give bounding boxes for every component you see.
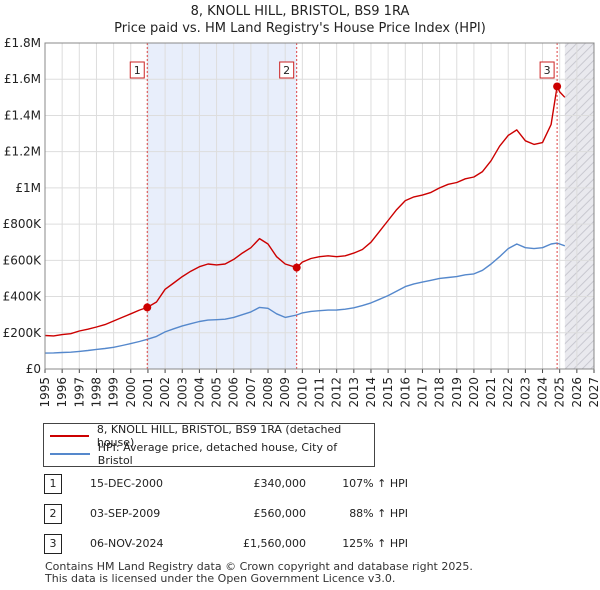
- sale-label-box: [539, 61, 555, 79]
- x-tick-label: 2006: [227, 377, 241, 408]
- x-tick-label: 2005: [210, 377, 224, 408]
- sale-label: 1: [134, 64, 141, 77]
- x-tick-label: 2020: [467, 377, 481, 408]
- y-tick-label: £0: [26, 362, 41, 376]
- sale-hpi-change: 88% ↑ HPI: [349, 507, 408, 520]
- sale-date: 03-SEP-2009: [90, 507, 161, 520]
- x-tick-label: 2018: [433, 377, 447, 408]
- plot-frame: [44, 42, 595, 370]
- x-tick-label: 2014: [364, 377, 378, 408]
- sale-point: [292, 263, 301, 272]
- x-tick-label: 2016: [398, 377, 412, 408]
- x-tick-label: 2013: [347, 377, 361, 408]
- footer-licence: This data is licensed under the Open Gov…: [45, 572, 396, 585]
- legend-label-hpi: HPI: Average price, detached house, City…: [97, 441, 338, 467]
- y-tick-label: £1.2M: [4, 145, 41, 159]
- sale-hpi-change: 107% ↑ HPI: [342, 477, 408, 490]
- y-tick-label: £1.4M: [4, 108, 41, 122]
- x-tick-label: 1996: [55, 377, 69, 408]
- chart-subtitle: Price paid vs. HM Land Registry's House …: [114, 21, 486, 36]
- price-chart: 1 2 3 £0 £200K £400K £600K £800K £1M £1.2M £1.4M £…: [3, 36, 600, 408]
- x-tick-label: 2001: [141, 377, 155, 408]
- x-tick-label: 2007: [244, 377, 258, 408]
- chart-title: 8, KNOLL HILL, BRISTOL, BS9 1RA: [190, 4, 410, 19]
- sale-label: 2: [283, 64, 290, 77]
- sale-point: [553, 82, 562, 91]
- forecast-region: [564, 43, 594, 369]
- x-tick-label: 2025: [553, 377, 567, 408]
- sale-hpi-change: 125% ↑ HPI: [342, 537, 408, 550]
- x-tick-label: 2000: [124, 377, 138, 408]
- x-tick-label: 2008: [261, 377, 275, 408]
- legend-label-property: 8, KNOLL HILL, BRISTOL, BS9 1RA (detache…: [96, 423, 342, 449]
- sale-price: £560,000: [253, 507, 307, 520]
- table-row: 1 15-DEC-2000 £340,000 107% ↑ HPI: [40, 474, 420, 494]
- table-row: 2 03-SEP-2009 £560,000 88% ↑ HPI: [40, 504, 420, 524]
- x-tick-label: 1995: [38, 377, 52, 408]
- sale-price: £340,000: [253, 477, 307, 490]
- sale-number-badge: 1: [44, 474, 62, 494]
- x-tick-label: 2021: [484, 377, 498, 408]
- x-tick-label: 2024: [536, 377, 550, 408]
- x-tick-label: 2004: [192, 377, 206, 408]
- sale-number-badge: 2: [44, 504, 62, 524]
- x-tick-label: 2011: [313, 377, 327, 408]
- y-tick-label: £200K: [3, 326, 43, 340]
- table-row: 3 06-NOV-2024 £1,560,000 125% ↑ HPI: [40, 534, 420, 554]
- y-tick-label: £1.8M: [4, 36, 41, 50]
- sale-date: 06-NOV-2024: [90, 537, 164, 550]
- footer-notice: Contains HM Land Registry data © Crown c…: [45, 561, 473, 585]
- x-tick-label: 2026: [570, 377, 584, 408]
- y-tick-label: £600K: [3, 253, 43, 267]
- property-price-line: [44, 85, 566, 337]
- x-tick-label: 2019: [450, 377, 464, 408]
- y-tick-label: £1M: [15, 181, 41, 195]
- legend: 8, KNOLL HILL, BRISTOL, BS9 1RA (detache…: [43, 423, 375, 467]
- hpi-line: [44, 242, 566, 354]
- x-tick-label: 2010: [295, 377, 309, 408]
- x-tick-label: 2023: [518, 377, 532, 408]
- x-tick-label: 1998: [89, 377, 103, 408]
- legend-swatch-hpi: [50, 453, 90, 455]
- x-tick-label: 2003: [175, 377, 189, 408]
- y-tick-label: £800K: [3, 217, 43, 231]
- shaded-ownership-period: [147, 43, 297, 369]
- legend-item-hpi: HPI: Average price, detached house, City…: [50, 441, 374, 467]
- sale-point: [143, 303, 152, 312]
- x-tick-label: 2012: [330, 377, 344, 408]
- sale-label-box: [129, 61, 145, 79]
- x-tick-label: 1999: [107, 377, 121, 408]
- footer-copyright: Contains HM Land Registry data © Crown c…: [45, 560, 473, 573]
- sale-label-box: [279, 61, 295, 79]
- sale-date: 15-DEC-2000: [90, 477, 164, 490]
- legend-swatch-property: [50, 435, 89, 437]
- x-tick-label: 2027: [587, 377, 600, 408]
- sale-number-badge: 3: [44, 534, 62, 554]
- x-tick-label: 2015: [381, 377, 395, 408]
- y-tick-label: £400K: [3, 290, 43, 304]
- x-tick-label: 2017: [415, 377, 429, 408]
- x-tick-label: 2009: [278, 377, 292, 408]
- sale-price: £1,560,000: [243, 537, 306, 550]
- sale-label: 3: [544, 64, 551, 77]
- legend-item-property: 8, KNOLL HILL, BRISTOL, BS9 1RA (detache…: [50, 423, 374, 449]
- y-tick-label: £1.6M: [4, 72, 41, 86]
- x-tick-label: 2022: [501, 377, 515, 408]
- x-tick-label: 2002: [158, 377, 172, 408]
- x-tick-label: 1997: [72, 377, 86, 408]
